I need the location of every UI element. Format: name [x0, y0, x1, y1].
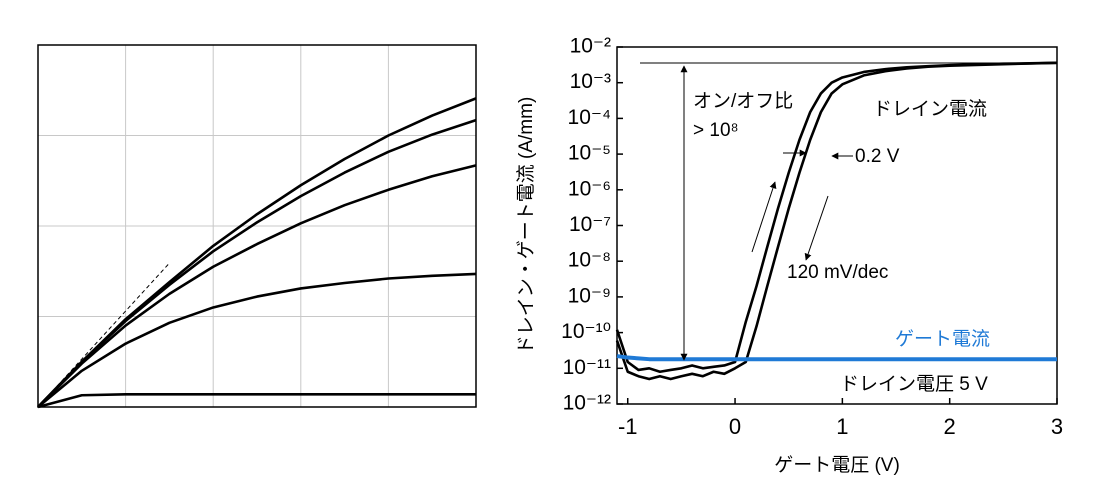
data-line: [37, 164, 477, 408]
data-line: [37, 97, 477, 408]
y-tick-label: 10⁻¹²: [563, 392, 611, 415]
x-tick-label: 3: [1051, 414, 1063, 439]
data-line: [37, 118, 477, 408]
y-tick-label: 10⁻⁹: [568, 284, 611, 307]
x-axis-label: ゲート電圧 (V): [774, 454, 900, 476]
y-axis-label: ドレイン・ゲート電流 (A/mm): [515, 97, 537, 355]
data-line: [37, 393, 476, 409]
y-tick-label: 10⁻¹¹: [563, 356, 611, 379]
y-tick-label: 10⁻³: [570, 70, 611, 93]
sweep-arrow: [804, 195, 829, 261]
data-line: [615, 61, 1058, 374]
data-line: [37, 262, 170, 408]
annotation: 0.2 V: [855, 146, 900, 167]
x-tick-label: 2: [944, 414, 956, 439]
y-tick-label: 10⁻⁶: [568, 177, 611, 200]
data-line: [616, 354, 1057, 362]
y-tick-label: 10⁻¹⁰: [561, 320, 611, 343]
annotation: 120 mV/dec: [787, 262, 888, 283]
annotation: > 10⁸: [693, 120, 739, 141]
data-line: [615, 61, 1058, 381]
x-tick-label: 0: [729, 414, 741, 439]
y-tick-label: 10⁻⁴: [568, 106, 611, 129]
y-tick-label: 10⁻⁵: [568, 142, 611, 165]
data-line: [37, 272, 477, 409]
annotation: ドレイン電圧 5 V: [840, 374, 988, 395]
y-tick-label: 10⁻⁷: [569, 213, 611, 236]
x-tick-label: -1: [618, 414, 638, 439]
y-tick-label: 10⁻⁸: [568, 249, 611, 272]
y-tick-label: 10⁻²: [570, 35, 611, 58]
sweep-arrow: [751, 181, 777, 253]
plot-frame: [616, 46, 1058, 405]
x-tick-label: 1: [836, 414, 848, 439]
plot-frame: [37, 44, 477, 408]
annotation: オン/オフ比: [693, 90, 793, 112]
annotation: ドレイン電流: [873, 98, 987, 120]
series-label: ゲート電流: [895, 328, 990, 350]
